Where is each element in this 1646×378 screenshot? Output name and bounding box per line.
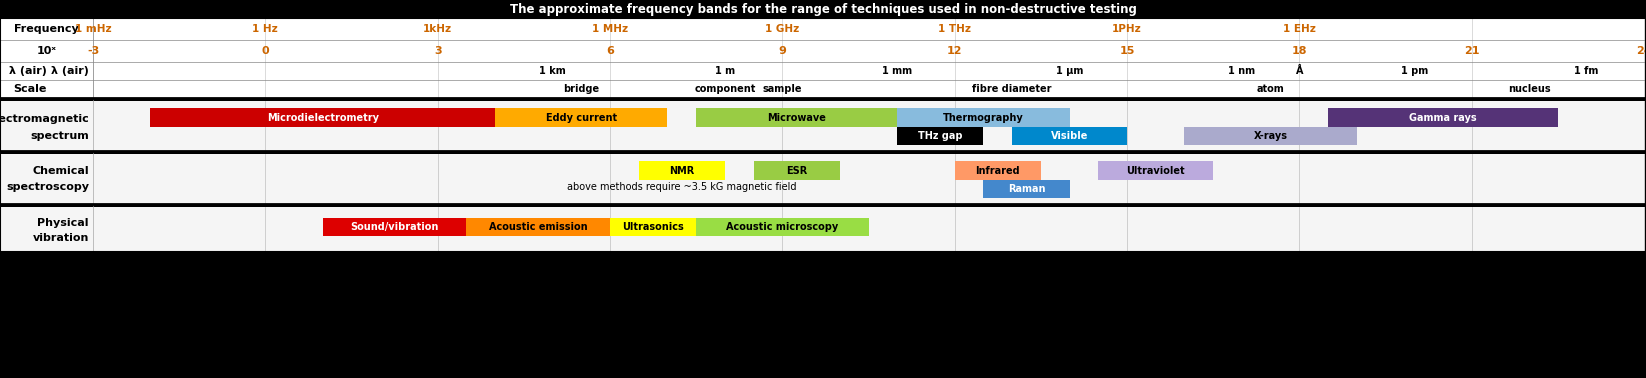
Bar	[466, 218, 611, 236]
Bar	[1328, 108, 1557, 127]
Bar	[1185, 127, 1356, 145]
Text: 15: 15	[1119, 46, 1134, 56]
Bar	[696, 218, 869, 236]
Text: 1 m: 1 m	[714, 66, 736, 76]
Text: 1 nm: 1 nm	[1228, 66, 1256, 76]
Text: 1 km: 1 km	[540, 66, 566, 76]
Text: 9: 9	[779, 46, 787, 56]
Text: 1 mm: 1 mm	[882, 66, 912, 76]
Text: 18: 18	[1292, 46, 1307, 56]
Text: fibre diameter: fibre diameter	[973, 84, 1052, 94]
Text: 1 pm: 1 pm	[1401, 66, 1427, 76]
Bar	[1012, 127, 1128, 145]
Text: Frequency: Frequency	[15, 24, 79, 34]
Text: sample: sample	[762, 84, 802, 94]
Bar	[1098, 161, 1213, 180]
Text: atom: atom	[1258, 84, 1284, 94]
Text: 1 μm: 1 μm	[1055, 66, 1083, 76]
Bar	[897, 127, 983, 145]
Bar	[611, 218, 696, 236]
Bar	[639, 161, 724, 180]
Text: 1 fm: 1 fm	[1574, 66, 1598, 76]
Text: 21: 21	[1463, 46, 1480, 56]
Text: 0: 0	[262, 46, 270, 56]
Text: 1 MHz: 1 MHz	[593, 24, 629, 34]
Text: Ultraviolet: Ultraviolet	[1126, 166, 1185, 175]
Text: Gamma rays: Gamma rays	[1409, 113, 1476, 122]
Bar	[0, 101, 1646, 151]
Text: The approximate frequency bands for the range of techniques used in non-destruct: The approximate frequency bands for the …	[510, 3, 1136, 15]
Text: 1 Hz: 1 Hz	[252, 24, 278, 34]
Text: Thermography: Thermography	[943, 113, 1024, 122]
Text: THz gap: THz gap	[918, 131, 963, 141]
Bar	[897, 108, 1070, 127]
Text: Visible: Visible	[1050, 131, 1088, 141]
Bar	[754, 161, 839, 180]
Text: Microwave: Microwave	[767, 113, 826, 122]
Text: Chemical: Chemical	[33, 166, 89, 177]
Text: Infrared: Infrared	[976, 166, 1021, 175]
Bar	[696, 108, 897, 127]
Text: -3: -3	[87, 46, 99, 56]
Bar	[0, 0, 1646, 18]
Text: NMR: NMR	[670, 166, 695, 175]
Text: 1PHz: 1PHz	[1113, 24, 1142, 34]
Text: Physical: Physical	[38, 218, 89, 228]
Text: 1 THz: 1 THz	[938, 24, 971, 34]
Text: bridge: bridge	[563, 84, 599, 94]
Bar	[983, 180, 1070, 198]
Text: λ (air): λ (air)	[51, 66, 89, 76]
Text: 10ˣ: 10ˣ	[36, 46, 56, 56]
Bar	[0, 252, 1646, 378]
Bar	[0, 18, 1646, 98]
Text: λ (air): λ (air)	[8, 66, 46, 76]
Bar	[495, 108, 667, 127]
Text: nucleus: nucleus	[1508, 84, 1551, 94]
Text: 12: 12	[946, 46, 963, 56]
Text: 1kHz: 1kHz	[423, 24, 453, 34]
Bar	[323, 218, 466, 236]
Text: ESR: ESR	[787, 166, 807, 175]
Text: spectroscopy: spectroscopy	[7, 181, 89, 192]
Bar	[150, 108, 495, 127]
Text: Ultrasonics: Ultrasonics	[622, 222, 685, 232]
Text: spectrum: spectrum	[30, 131, 89, 141]
Text: 6: 6	[606, 46, 614, 56]
Text: Electromagnetic: Electromagnetic	[0, 113, 89, 124]
Text: component: component	[695, 84, 756, 94]
Text: Scale: Scale	[13, 84, 46, 94]
Text: Eddy current: Eddy current	[546, 113, 617, 122]
Text: 1 EHz: 1 EHz	[1282, 24, 1315, 34]
Text: Acoustic microscopy: Acoustic microscopy	[726, 222, 838, 232]
Bar	[0, 207, 1646, 252]
Text: 3: 3	[435, 46, 441, 56]
Text: Raman: Raman	[1007, 184, 1045, 194]
Bar	[955, 161, 1040, 180]
Text: 1 GHz: 1 GHz	[765, 24, 800, 34]
Text: vibration: vibration	[33, 232, 89, 243]
Text: Acoustic emission: Acoustic emission	[489, 222, 588, 232]
Text: Å: Å	[1295, 66, 1304, 76]
Text: Sound/vibration: Sound/vibration	[351, 222, 439, 232]
Text: X-rays: X-rays	[1254, 131, 1287, 141]
Text: 1 mHz: 1 mHz	[74, 24, 112, 34]
Bar	[0, 18, 1646, 252]
Bar	[0, 154, 1646, 204]
Text: above methods require ~3.5 kG magnetic field: above methods require ~3.5 kG magnetic f…	[568, 181, 797, 192]
Text: Microdielectrometry: Microdielectrometry	[267, 113, 379, 122]
Text: 24: 24	[1636, 46, 1646, 56]
